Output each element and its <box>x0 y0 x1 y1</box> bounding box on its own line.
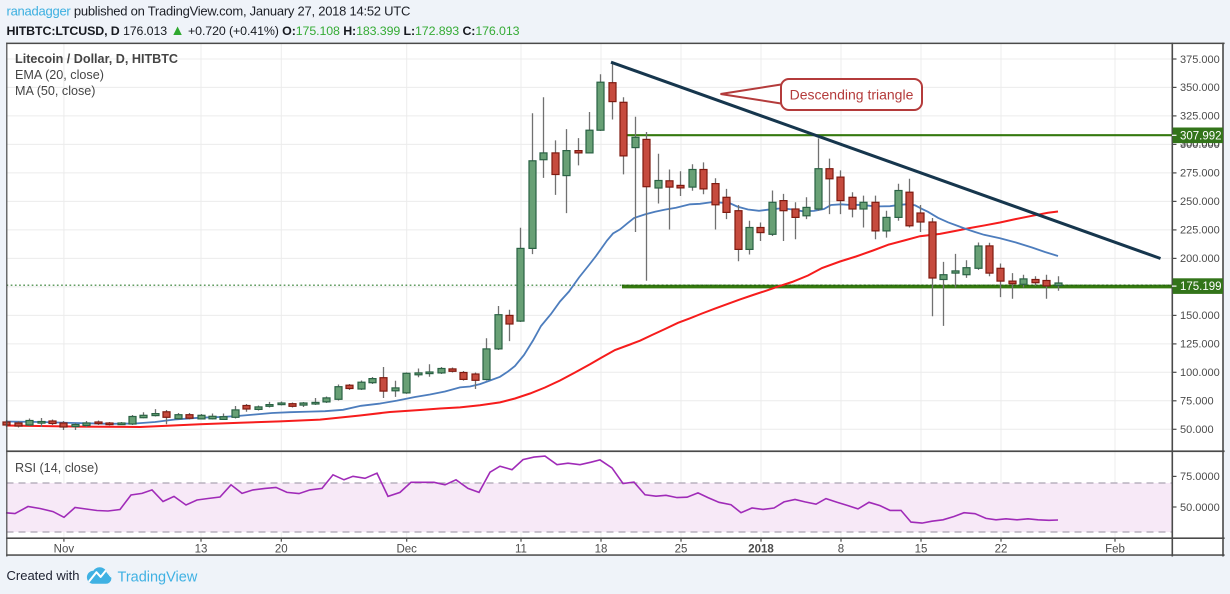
svg-text:MA (50, close): MA (50, close) <box>15 84 96 98</box>
svg-text:75.000: 75.000 <box>1180 396 1214 408</box>
svg-text:175.199: 175.199 <box>1180 281 1222 293</box>
svg-text:307.992: 307.992 <box>1180 130 1222 142</box>
svg-text:15: 15 <box>915 544 928 556</box>
svg-text:8: 8 <box>838 544 844 556</box>
svg-text:11: 11 <box>515 544 527 556</box>
svg-text:350.000: 350.000 <box>1180 82 1220 94</box>
svg-text:Descending triangle: Descending triangle <box>790 87 914 103</box>
svg-text:275.000: 275.000 <box>1180 168 1220 180</box>
svg-text:200.000: 200.000 <box>1180 253 1220 265</box>
svg-text:13: 13 <box>195 544 208 556</box>
svg-text:50.0000: 50.0000 <box>1180 502 1220 514</box>
svg-text:HITBTC:LTCUSD, D 176.013 ▲ +0.: HITBTC:LTCUSD, D 176.013 ▲ +0.720 (+0.41… <box>7 23 520 39</box>
svg-text:250.000: 250.000 <box>1180 196 1220 208</box>
svg-text:125.000: 125.000 <box>1180 339 1220 351</box>
svg-text:100.000: 100.000 <box>1180 367 1220 379</box>
svg-text:TradingView: TradingView <box>118 570 198 586</box>
svg-text:225.000: 225.000 <box>1180 225 1220 237</box>
svg-text:150.000: 150.000 <box>1180 310 1220 322</box>
svg-text:50.000: 50.000 <box>1180 424 1214 436</box>
svg-text:Nov: Nov <box>54 544 75 556</box>
svg-text:ranadagger published on Tradin: ranadagger published on TradingView.com,… <box>7 4 411 19</box>
svg-text:RSI (14, close): RSI (14, close) <box>15 461 98 475</box>
svg-text:EMA (20, close): EMA (20, close) <box>15 68 104 82</box>
svg-text:Feb: Feb <box>1105 544 1125 556</box>
svg-text:22: 22 <box>995 544 1008 556</box>
svg-text:25: 25 <box>675 544 688 556</box>
svg-text:375.000: 375.000 <box>1180 54 1220 66</box>
svg-text:2018: 2018 <box>748 544 774 556</box>
svg-text:Litecoin / Dollar, D, HITBTC: Litecoin / Dollar, D, HITBTC <box>15 52 178 66</box>
svg-text:20: 20 <box>275 544 288 556</box>
svg-text:75.0000: 75.0000 <box>1180 471 1220 483</box>
svg-text:18: 18 <box>595 544 608 556</box>
svg-text:325.000: 325.000 <box>1180 111 1220 123</box>
svg-text:Dec: Dec <box>396 544 417 556</box>
svg-text:Created with: Created with <box>7 568 80 583</box>
